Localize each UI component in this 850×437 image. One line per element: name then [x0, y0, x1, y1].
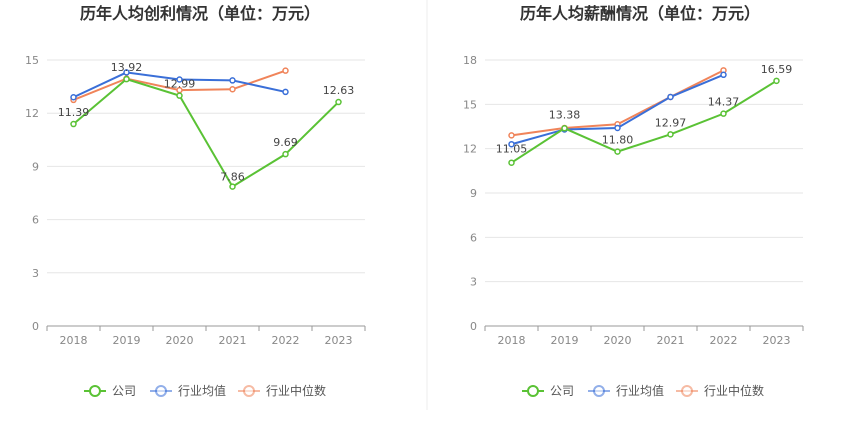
legend-label: 行业中位数 [704, 383, 764, 398]
data-point [70, 120, 77, 128]
data-point [229, 86, 236, 93]
data-point [614, 124, 621, 132]
legend-item[interactable]: 行业中位数 [676, 383, 764, 398]
data-label: 13.38 [549, 108, 581, 121]
series-industry-mean [70, 69, 289, 101]
legend-marker [593, 385, 605, 397]
x-tick-label: 2018 [498, 334, 526, 347]
legend-marker [155, 385, 167, 397]
data-point [229, 77, 236, 84]
legend-item[interactable]: 行业均值 [588, 383, 664, 398]
data-point [123, 69, 130, 76]
y-tick-label: 15 [463, 98, 477, 111]
data-label: 11.05 [496, 143, 528, 156]
data-point [335, 98, 342, 106]
legend-item[interactable]: 公司 [522, 384, 574, 398]
y-tick-label: 9 [470, 187, 477, 200]
data-point [773, 77, 780, 85]
data-point [229, 183, 236, 190]
legend-item[interactable]: 行业中位数 [238, 383, 326, 398]
legend-label: 行业中位数 [266, 383, 326, 398]
data-label: 9.69 [273, 136, 298, 149]
y-tick-label: 12 [25, 107, 39, 120]
data-point [508, 140, 515, 148]
y-tick-label: 18 [463, 54, 477, 67]
data-label: 12.97 [655, 116, 687, 129]
data-point [282, 67, 289, 74]
data-point [667, 131, 674, 138]
data-point [720, 110, 727, 117]
data-label: 11.80 [602, 134, 634, 147]
y-tick-label: 0 [32, 320, 39, 333]
y-tick-label: 12 [463, 143, 477, 156]
legend-label: 行业均值 [616, 383, 664, 398]
data-point [720, 71, 727, 79]
series-line [72, 78, 340, 189]
chart-2: 历年人均薪酬情况（单位：万元） 0 3 6 9 12 15 18 2018 2019 2020 202… [463, 4, 804, 398]
x-tick-label: 2020 [166, 334, 194, 347]
y-tick-label: 3 [32, 267, 39, 280]
data-point [70, 93, 77, 101]
data-point [561, 125, 568, 132]
data-label: 12.99 [164, 78, 196, 91]
chart-title: 历年人均创利情况（单位：万元） [80, 4, 320, 23]
data-label: 14.37 [708, 96, 740, 109]
series-line [510, 79, 778, 164]
legend-marker [89, 385, 101, 397]
legend-label: 公司 [550, 384, 574, 398]
data-label: 16.59 [761, 63, 793, 76]
data-point [282, 150, 289, 158]
x-tick-label: 2023 [325, 334, 353, 347]
y-tick-label: 15 [25, 54, 39, 67]
data-point [282, 88, 289, 96]
data-point [614, 148, 621, 155]
data-point [176, 76, 183, 83]
chart-title: 历年人均薪酬情况（单位：万元） [520, 4, 760, 23]
data-label: 7.86 [220, 171, 245, 184]
y-tick-label: 6 [32, 214, 39, 227]
x-tick-label: 2023 [763, 334, 791, 347]
x-tick-label: 2021 [219, 334, 247, 347]
data-point [667, 93, 674, 101]
chart-1: 历年人均创利情况（单位：万元） 0 3 6 9 12 15 2018 2019 2020 2021 2… [25, 4, 366, 398]
x-tick-label: 2022 [272, 334, 300, 347]
data-point [176, 92, 183, 99]
legend-item[interactable]: 公司 [84, 384, 136, 398]
legend-item[interactable]: 行业均值 [150, 383, 226, 398]
legend-marker [243, 385, 255, 397]
y-tick-label: 0 [470, 320, 477, 333]
x-tick-label: 2018 [60, 334, 88, 347]
data-label: 11.39 [58, 106, 90, 119]
y-tick-label: 6 [470, 231, 477, 244]
x-tick-label: 2022 [710, 334, 738, 347]
x-tick-label: 2019 [551, 334, 579, 347]
data-point [508, 132, 515, 139]
legend-marker [681, 385, 693, 397]
data-label: 12.63 [323, 84, 355, 97]
x-tick-label: 2021 [657, 334, 685, 347]
x-tick-label: 2020 [604, 334, 632, 347]
legend-label: 公司 [112, 384, 136, 398]
data-point [508, 159, 515, 166]
data-point [123, 75, 130, 83]
data-label: 13.92 [111, 61, 143, 74]
y-tick-label: 9 [32, 160, 39, 173]
y-tick-label: 3 [470, 276, 477, 289]
series-company [70, 75, 342, 190]
legend-label: 行业均值 [178, 383, 226, 398]
legend-marker [527, 385, 539, 397]
x-tick-label: 2019 [113, 334, 141, 347]
series-company [508, 77, 780, 166]
